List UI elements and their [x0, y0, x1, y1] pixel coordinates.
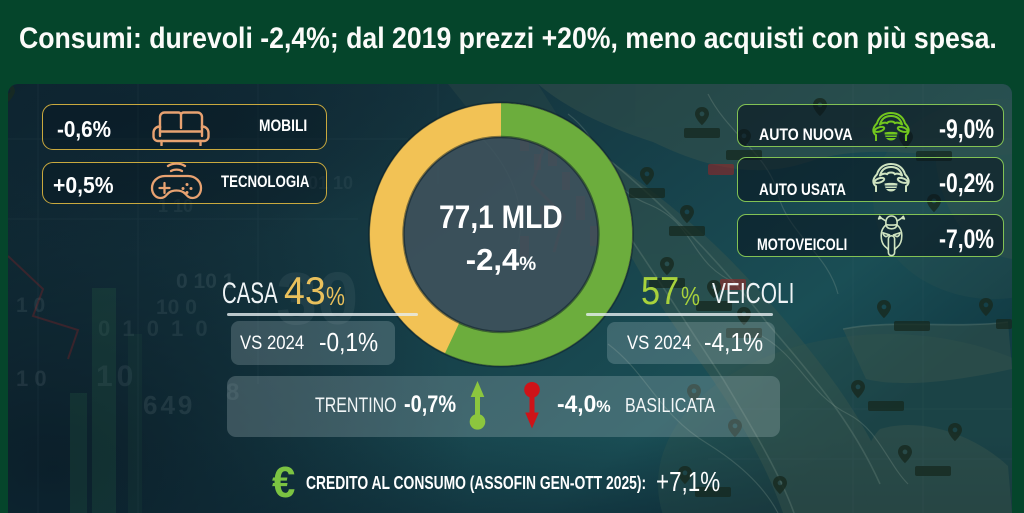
svg-text:0 1 0 1 0: 0 1 0 1 0	[98, 316, 211, 341]
svg-text:10: 10	[96, 360, 137, 393]
svg-text:10 0: 10 0	[156, 296, 197, 319]
svg-text:0 10 1: 0 10 1	[176, 270, 235, 293]
svg-text:649: 649	[143, 390, 195, 420]
svg-text:1 0: 1 0	[16, 294, 45, 317]
svg-text:30: 30	[276, 257, 358, 340]
svg-text:1 10: 1 10	[158, 196, 193, 216]
svg-text:8: 8	[226, 379, 239, 406]
svg-text:1 0: 1 0	[16, 366, 47, 391]
svg-text:01 10: 01 10	[308, 173, 353, 193]
